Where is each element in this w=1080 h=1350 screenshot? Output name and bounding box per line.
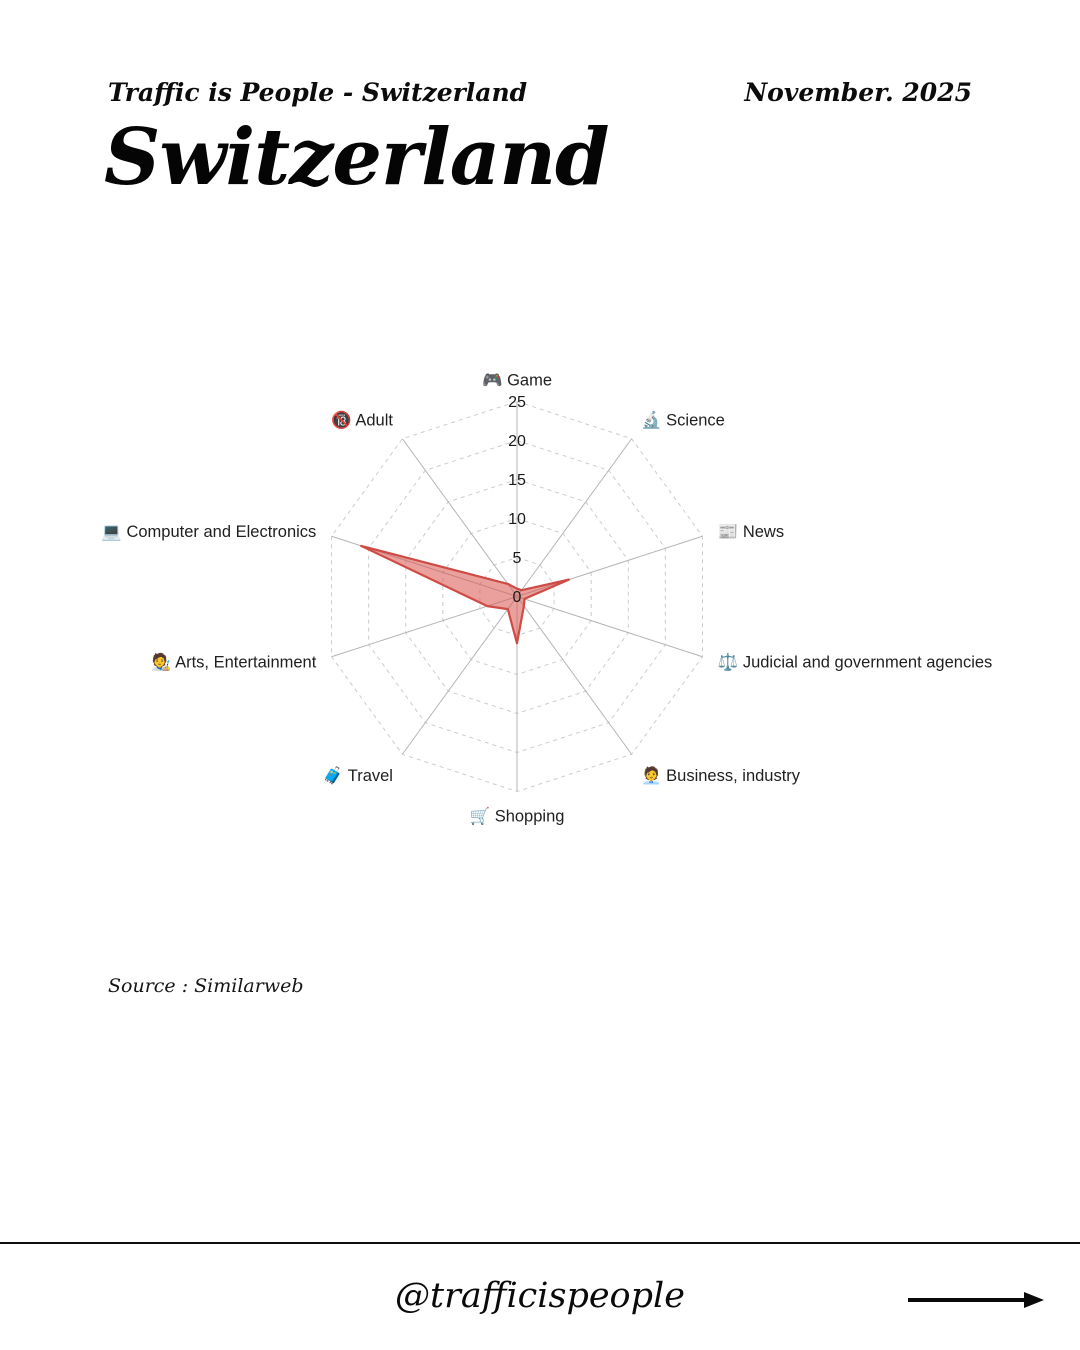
right-arrow-icon	[908, 1292, 1044, 1308]
category-label-arts-entertainment: 🧑‍🎨 Arts, Entertainment	[151, 651, 317, 671]
category-label-travel: 🧳 Travel	[323, 766, 393, 785]
category-label-computer-and-electronics: 💻 Computer and Electronics	[101, 523, 316, 541]
category-label-science: 🔬 Science	[641, 410, 725, 430]
news-icon: 📰	[718, 523, 743, 541]
travel-icon: 🧳	[323, 766, 348, 785]
science-icon: 🔬	[641, 410, 666, 430]
category-label-text: Judicial and government agencies	[743, 653, 993, 671]
radial-axis-science	[516, 438, 633, 597]
shopping-icon: 🛒	[470, 806, 495, 825]
radial-axis-adult	[401, 438, 518, 597]
radial-axis-travel	[401, 596, 518, 755]
category-label-text: Shopping	[495, 807, 565, 825]
category-label-business-industry: 🧑‍💼 Business, industry	[641, 765, 801, 785]
computer-and-electronics-icon: 💻	[101, 523, 126, 541]
radial-axis-business-industry	[516, 596, 633, 755]
arts-entertainment-icon: 🧑‍🎨	[151, 651, 175, 671]
category-label-text: Computer and Electronics	[126, 523, 316, 541]
report-date: November. 2025	[744, 78, 972, 107]
category-label-judicial-and-government-agencies: ⚖️ Judicial and government agencies	[718, 652, 993, 671]
category-label-text: Travel	[348, 767, 393, 785]
radar-series-polygon	[360, 544, 571, 645]
radar-series	[360, 544, 571, 645]
adult-icon: 🔞	[331, 411, 355, 430]
social-handle: @trafficispeople	[395, 1276, 685, 1316]
radar-tick-labels: 0 5 10 15 20 25	[508, 394, 526, 606]
report-kicker: Traffic is People - Switzerland	[108, 78, 528, 107]
page-title: Switzerland	[104, 112, 610, 203]
game-icon: 🎮	[482, 371, 507, 389]
category-label-news: 📰 News	[718, 523, 784, 541]
tick-label-0: 0	[513, 589, 522, 606]
tick-label-5: 5	[513, 550, 522, 567]
radial-axis-judicial-and-government-agencies	[516, 596, 703, 658]
category-label-adult: 🔞 Adult	[331, 411, 393, 430]
category-label-text: Game	[507, 371, 552, 389]
source-note: Source : Similarweb	[108, 975, 304, 997]
category-label-text: News	[743, 523, 784, 541]
tick-label-20: 20	[508, 433, 526, 450]
tick-label-25: 25	[508, 394, 526, 411]
judicial-and-government-agencies-icon: ⚖️	[718, 652, 743, 671]
category-label-text: Arts, Entertainment	[175, 653, 317, 671]
tick-label-10: 10	[508, 511, 526, 528]
category-label-game: 🎮 Game	[482, 371, 552, 389]
category-label-text: Adult	[355, 412, 393, 430]
category-label-shopping: 🛒 Shopping	[470, 806, 565, 825]
category-label-text: Science	[666, 412, 725, 430]
business-industry-icon: 🧑‍💼	[641, 765, 666, 785]
category-label-text: Business, industry	[666, 767, 801, 785]
footer-divider	[0, 1242, 1080, 1244]
radar-category-labels: 🎮 Game 🔬 Science 📰 News ⚖️ Judicial and gov…	[101, 371, 992, 825]
tick-label-15: 15	[508, 472, 526, 489]
